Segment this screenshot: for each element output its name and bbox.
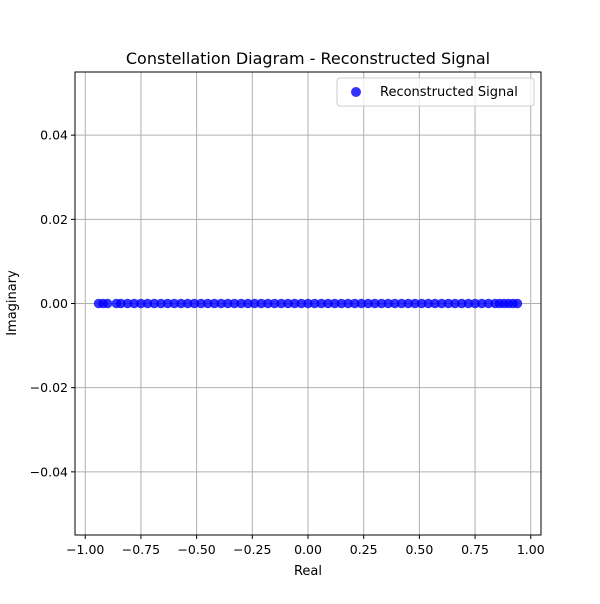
x-tick-label: −0.25: [233, 542, 271, 557]
scatter-points: [93, 298, 523, 309]
data-point: [243, 298, 253, 309]
data-point: [296, 298, 307, 309]
data-point: [236, 298, 246, 309]
x-axis-label: Real: [294, 564, 322, 579]
x-tick-label: 0.75: [461, 542, 489, 557]
data-point: [149, 298, 160, 309]
data-point: [223, 298, 233, 309]
data-point: [182, 298, 193, 309]
data-point: [476, 298, 487, 309]
y-tick-label: −0.04: [30, 464, 68, 479]
data-point: [283, 298, 293, 309]
data-point: [202, 298, 213, 309]
data-point: [410, 298, 420, 309]
x-tick-label: 0.00: [294, 542, 322, 557]
data-point: [443, 298, 454, 309]
chart-title: Constellation Diagram - Reconstructed Si…: [126, 49, 490, 68]
data-point: [162, 298, 173, 309]
data-point: [390, 298, 400, 309]
data-point: [122, 298, 133, 309]
data-point: [436, 298, 447, 309]
data-point: [263, 298, 273, 309]
data-point: [383, 298, 393, 309]
data-point: [176, 298, 186, 309]
data-point: [256, 298, 267, 309]
data-point: [512, 298, 523, 309]
y-tick-label: 0.02: [40, 212, 68, 227]
data-point: [209, 298, 220, 309]
data-point: [156, 298, 166, 309]
data-point: [116, 298, 126, 309]
legend-box: [336, 77, 535, 107]
data-point: [129, 298, 140, 309]
data-point: [269, 298, 280, 309]
legend: Reconstructed Signal: [336, 77, 535, 107]
y-tick-label: 0.04: [40, 128, 68, 143]
data-point: [336, 298, 347, 309]
legend-label: Reconstructed Signal: [380, 85, 518, 100]
data-point: [363, 298, 373, 309]
data-point: [376, 298, 387, 309]
data-point: [423, 298, 434, 309]
data-point: [276, 298, 287, 309]
data-point: [456, 298, 467, 309]
x-tick-label: 0.25: [350, 542, 378, 557]
y-tick-label: −0.02: [30, 380, 68, 395]
data-point: [189, 298, 200, 309]
data-point: [102, 298, 113, 309]
data-point: [289, 298, 300, 309]
legend-marker: [351, 87, 361, 97]
y-axis-label: Imaginary: [5, 270, 20, 336]
x-tick-label: −0.75: [122, 542, 160, 557]
data-point: [309, 298, 320, 309]
data-point: [356, 298, 367, 309]
data-point: [323, 298, 333, 309]
data-point: [196, 298, 206, 309]
data-point: [470, 298, 480, 309]
data-point: [329, 298, 340, 309]
data-point: [450, 298, 460, 309]
data-point: [370, 298, 380, 309]
data-point: [303, 298, 313, 309]
x-tick-label: 1.00: [517, 542, 545, 557]
data-point: [349, 298, 360, 309]
data-point: [169, 298, 180, 309]
data-point: [343, 298, 353, 309]
data-point: [316, 298, 327, 309]
data-point: [483, 298, 494, 309]
data-point: [136, 298, 146, 309]
data-point: [229, 298, 240, 309]
data-point: [416, 298, 427, 309]
axis-ticks: −1.00 −0.75 −0.50 −0.25 0.00 0.25 0.50 0.75 1.00…: [30, 128, 545, 557]
data-point: [249, 298, 260, 309]
data-point: [396, 298, 407, 309]
data-point: [463, 298, 474, 309]
x-tick-label: −0.50: [177, 542, 215, 557]
x-tick-label: −1.00: [66, 542, 104, 557]
data-point: [142, 298, 153, 309]
data-point: [216, 298, 226, 309]
y-tick-label: 0.00: [40, 296, 68, 311]
data-point: [403, 298, 414, 309]
x-tick-label: 0.50: [405, 542, 433, 557]
data-point: [430, 298, 440, 309]
